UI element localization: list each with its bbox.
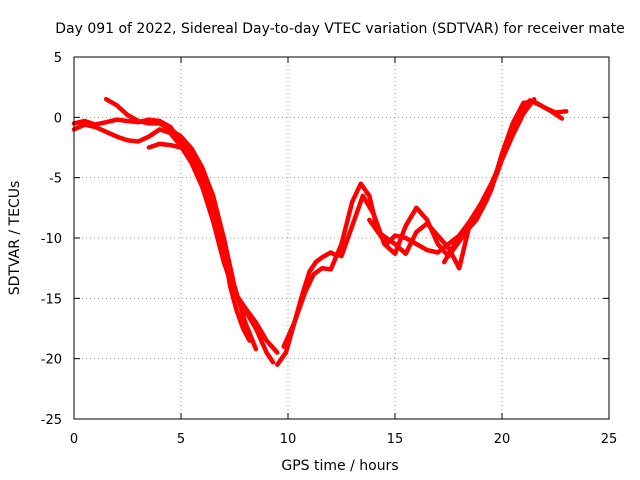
plot-frame (73, 56, 610, 420)
y-tick-label: 5 (54, 51, 62, 66)
series-line-track-3 (103, 96, 259, 352)
y-tick-label: -25 (41, 413, 62, 428)
x-tick-label: 5 (177, 432, 185, 447)
x-tick-label: 25 (601, 432, 618, 447)
chart-title: Day 091 of 2022, Sidereal Day-to-day VTE… (55, 21, 625, 37)
x-tick-label: 15 (387, 432, 404, 447)
y-axis-label: SDTVAR / TECUs (7, 181, 23, 296)
series-line-track-8 (367, 205, 483, 271)
series-line-track-7 (339, 99, 569, 259)
series-line-track-9 (441, 98, 565, 265)
y-tick-label: -15 (41, 292, 62, 307)
data-series (71, 96, 569, 367)
y-tick-label: -20 (41, 353, 62, 368)
y-tick-label: -5 (49, 172, 62, 187)
x-tick-label: 0 (70, 432, 78, 447)
x-tick-label: 20 (494, 432, 511, 447)
x-tick-label: 10 (280, 432, 297, 447)
x-tick-labels: 0 5 10 15 20 25 (70, 432, 617, 447)
y-tick-labels: 5 0 -5 -10 -15 -20 -25 (41, 51, 62, 428)
y-tick-label: -10 (41, 232, 62, 247)
y-tick-label: 0 (54, 111, 62, 126)
x-axis-label: GPS time / hours (281, 458, 398, 474)
series-line-track-4 (146, 141, 280, 355)
